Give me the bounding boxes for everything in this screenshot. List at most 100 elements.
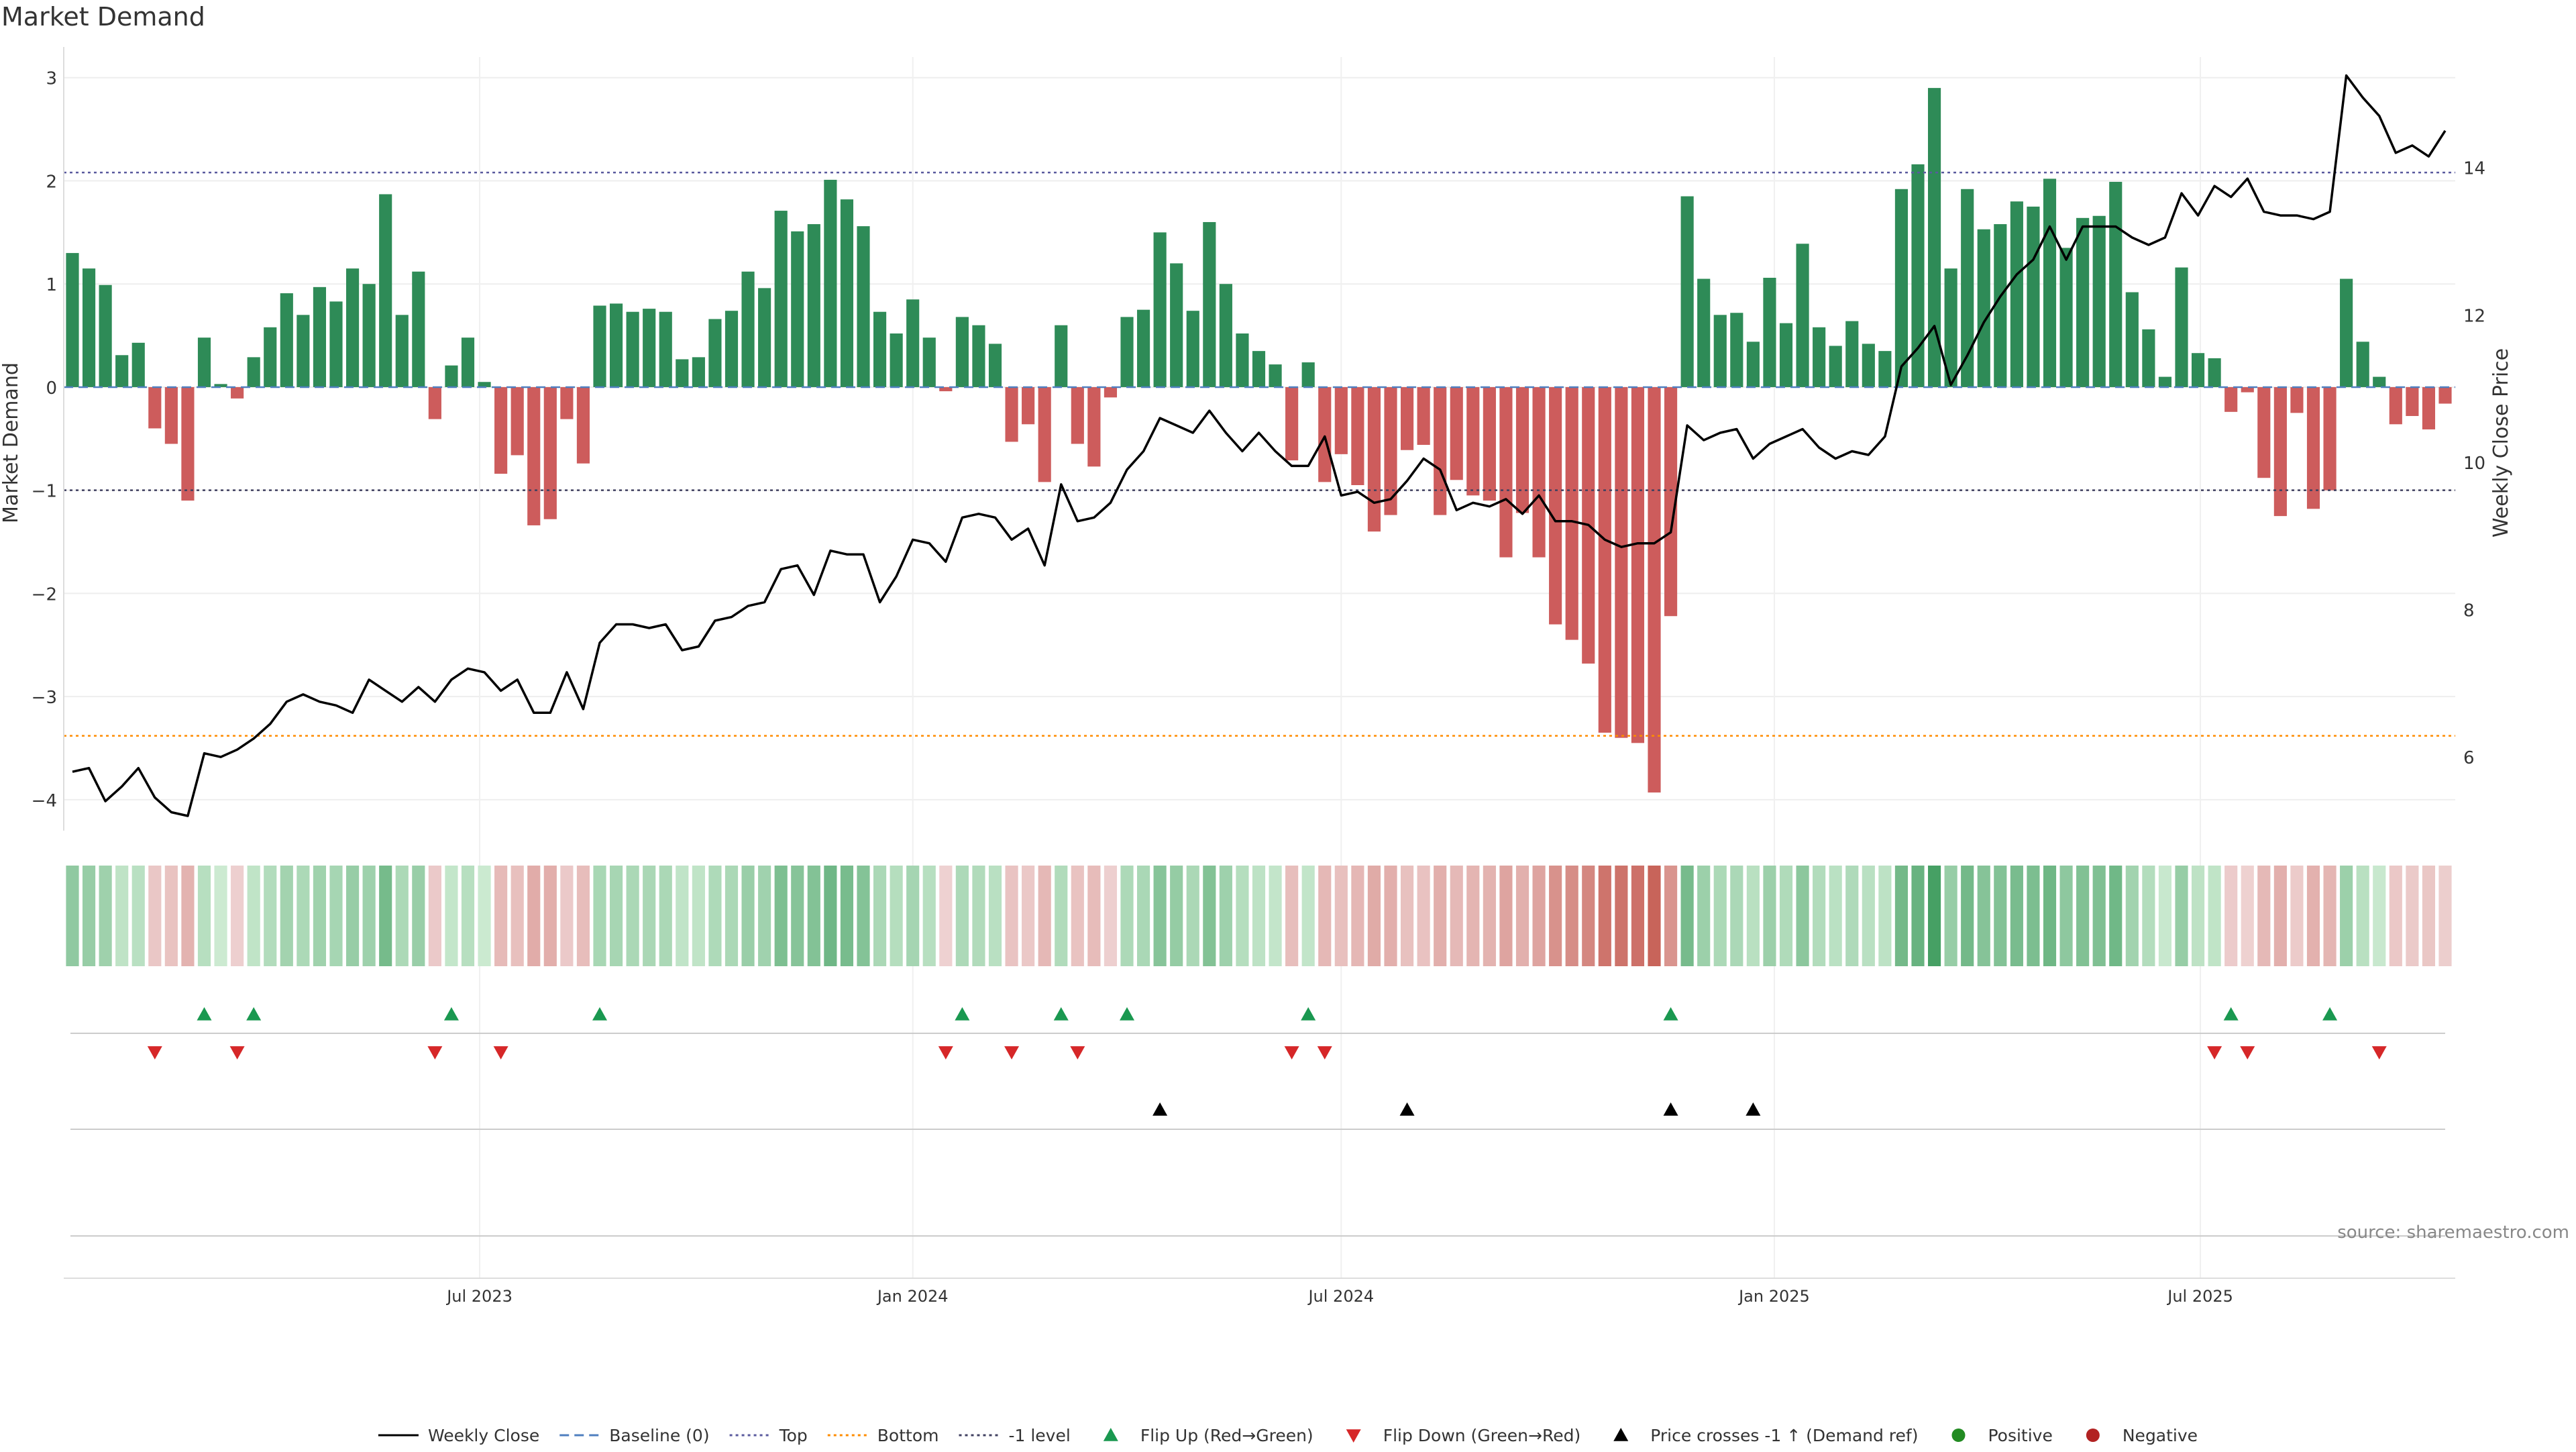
heat-cell	[2373, 866, 2386, 966]
flip-up-marker	[1053, 1007, 1069, 1021]
legend-item: Positive	[1951, 1426, 2053, 1445]
heat-cell	[1582, 866, 1595, 966]
demand-bar	[807, 224, 820, 387]
demand-bar	[1631, 386, 1645, 743]
legend-swatch	[1951, 1429, 1966, 1442]
demand-bar	[1417, 386, 1430, 446]
heat-cell	[214, 866, 227, 966]
y2-tick-label: 6	[2463, 748, 2475, 768]
demand-bar	[1829, 346, 1842, 387]
heat-cell	[1153, 866, 1167, 966]
flip-down-marker	[229, 1046, 245, 1059]
heat-cell	[181, 866, 195, 966]
heat-cell	[609, 866, 623, 966]
flip-down-marker	[938, 1046, 953, 1059]
heat-cell	[1532, 866, 1546, 966]
demand-bar	[1318, 386, 1332, 482]
heat-cell	[461, 866, 475, 966]
demand-bar	[1153, 232, 1167, 387]
flip-down-marker	[2207, 1046, 2222, 1059]
demand-bar	[659, 311, 672, 387]
heat-cell	[1598, 866, 1611, 966]
heat-cell	[2438, 866, 2452, 966]
demand-bar	[890, 333, 903, 387]
heat-cell	[2109, 866, 2123, 966]
demand-bar	[313, 287, 327, 387]
legend-item: Flip Up (Red→Green)	[1103, 1426, 1313, 1445]
heat-cell	[1615, 866, 1628, 966]
heat-cell	[2191, 866, 2205, 966]
demand-bar	[1384, 386, 1397, 515]
heat-cell	[873, 866, 887, 966]
demand-bar	[345, 268, 360, 387]
heat-cell	[1878, 866, 1892, 966]
heat-cell	[1252, 866, 1266, 966]
legend-swatch	[1613, 1428, 1629, 1441]
heat-cell	[345, 866, 360, 966]
demand-bar	[478, 382, 491, 387]
demand-bar	[1977, 229, 1990, 387]
legend-label: Flip Down (Green→Red)	[1383, 1426, 1581, 1445]
demand-bar	[164, 386, 178, 444]
demand-bar	[1779, 323, 1793, 387]
heat-cell	[1631, 866, 1645, 966]
demand-bar	[2422, 386, 2436, 429]
demand-bar	[543, 386, 557, 519]
demand-bar	[2010, 201, 2023, 387]
demand-bar	[2290, 386, 2304, 413]
heat-cell	[445, 866, 458, 966]
heat-cell	[1713, 866, 1727, 966]
heat-cell	[1499, 866, 1513, 966]
heat-cell	[1219, 866, 1232, 966]
flip-up-marker	[1301, 1007, 1316, 1021]
price-line	[72, 74, 2447, 817]
demand-bar	[494, 386, 508, 474]
heat-cell	[1779, 866, 1793, 966]
demand-bar	[840, 199, 854, 387]
legend: Weekly Close Baseline (0) Top Bottom -1 leve…	[378, 1426, 2198, 1445]
heat-cell	[2125, 866, 2139, 966]
heat-cell	[148, 866, 162, 966]
price-cross-marker	[1746, 1102, 1761, 1116]
demand-bar	[2241, 386, 2254, 393]
y2-tick-label: 14	[2463, 159, 2485, 179]
heat-cell	[297, 866, 310, 966]
heat-cell	[527, 866, 541, 966]
heat-cell	[362, 866, 376, 966]
demand-bar	[461, 338, 475, 387]
heat-cell	[1417, 866, 1430, 966]
demand-bar	[2340, 278, 2353, 387]
heat-cell	[1087, 866, 1101, 966]
demand-bar	[906, 299, 920, 387]
heat-cell	[1829, 866, 1842, 966]
demand-bar	[395, 315, 409, 387]
demand-bar	[362, 284, 376, 387]
demand-bar	[1301, 362, 1315, 387]
heat-cell	[1236, 866, 1249, 966]
legend-swatch	[2086, 1429, 2100, 1442]
demand-bar	[148, 386, 162, 429]
heat-cell	[2389, 866, 2402, 966]
heat-cell	[247, 866, 260, 966]
heat-cell	[626, 866, 639, 966]
heat-cell	[643, 866, 656, 966]
heat-cell	[1730, 866, 1743, 966]
x-tick-label: Jan 2024	[876, 1287, 949, 1306]
heat-cell	[2306, 866, 2320, 966]
demand-bar	[2306, 386, 2320, 509]
heat-cell	[1384, 866, 1397, 966]
heat-cell	[2010, 866, 2023, 966]
heat-cell	[758, 866, 771, 966]
demand-bar	[1483, 386, 1496, 501]
price-cross-marker	[1399, 1102, 1415, 1116]
y-tick-label: −4	[32, 791, 57, 811]
heat-cell	[1845, 866, 1859, 966]
demand-bar	[2257, 386, 2271, 478]
demand-bar	[1862, 344, 1875, 387]
heat-cell	[478, 866, 491, 966]
demand-bar	[1005, 386, 1018, 442]
demand-bar	[791, 231, 804, 387]
demand-bar	[2373, 376, 2386, 387]
heat-cell	[2142, 866, 2155, 966]
event-markers	[70, 1007, 2445, 1237]
